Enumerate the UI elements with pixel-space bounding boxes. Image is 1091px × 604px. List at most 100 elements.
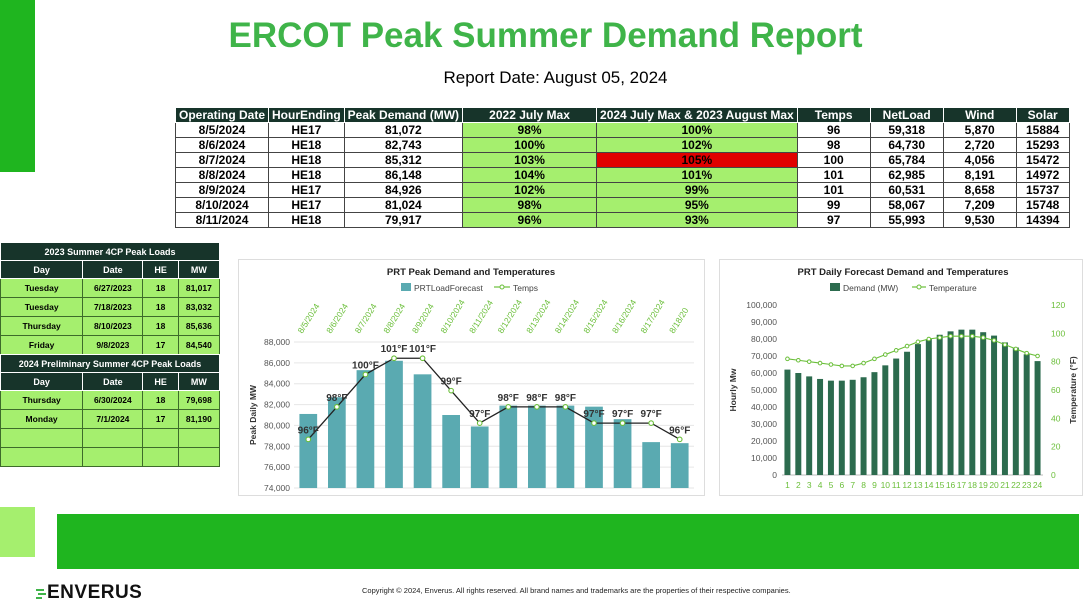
- demand-table-header-col-1: HourEnding: [268, 107, 345, 123]
- x-tick-label: 8/6/2024: [324, 301, 350, 335]
- temps-data-label: 97°F: [583, 409, 604, 420]
- forecast-bar: [642, 442, 660, 488]
- cp2023-cell: Tuesday: [0, 297, 84, 317]
- cp2024-empty-cell: [177, 447, 221, 467]
- cp2024-empty-cell: [82, 447, 144, 467]
- temps-point: [362, 371, 369, 378]
- cp2023-header-col-0: Day: [0, 260, 84, 279]
- temperature-point: [828, 362, 834, 367]
- demand-table-cell: 105%: [596, 152, 798, 168]
- demand-table-cell: 102%: [596, 137, 798, 153]
- demand-table-cell: 15472: [1015, 152, 1070, 168]
- demand-table-cell: 8/11/2024: [174, 212, 270, 228]
- x-tick-label: 23: [1022, 480, 1032, 490]
- temperature-point: [850, 363, 855, 369]
- cp2023-cell: 17: [142, 335, 179, 355]
- temps-data-label: 97°F: [469, 409, 490, 420]
- temps-line: [307, 357, 681, 440]
- demand-table-cell: 8/6/2024: [174, 137, 270, 153]
- temps-data-label: 101°F: [381, 344, 408, 355]
- demand-table-cell: 64,730: [869, 137, 944, 153]
- x-tick-label: 24: [1033, 480, 1043, 490]
- demand-table-header-col-7: Wind: [942, 107, 1017, 123]
- temps-data-label: 99°F: [441, 377, 462, 388]
- x-tick-label: 8/14/2024: [553, 297, 582, 335]
- cp2024-row: Monday 7/1/2024 17 81,190: [0, 409, 221, 429]
- cp2024-cell: 7/1/2024: [82, 409, 144, 429]
- demand-table-cell: 79,917: [343, 212, 464, 228]
- demand-bar: [980, 332, 987, 475]
- forecast-bar: [299, 413, 318, 488]
- temps-point: [419, 355, 426, 362]
- cp2023-table: 2023 Summer 4CP Peak Loads Day Date HE MW T…: [0, 242, 221, 355]
- y2-tick-label: 60: [1051, 385, 1061, 395]
- x-tick-label: 8/18/20: [667, 305, 691, 335]
- x-tick-label: 8/11/2024: [467, 298, 495, 335]
- cp2024-cell: 6/30/2024: [82, 390, 144, 410]
- x-tick-label: 8/17/2024: [638, 297, 667, 335]
- y2-tick-label: 80: [1051, 357, 1061, 367]
- legend-temps-marker-icon: [499, 284, 505, 290]
- y-axis-label: Hourly Mw: [728, 368, 738, 411]
- temps-point: [391, 355, 397, 362]
- cp2023-cell: 18: [142, 278, 179, 298]
- demand-table: Operating Date HourEnding Peak Demand (MW)…: [174, 107, 1070, 228]
- y-tick-label: 88,000: [264, 337, 290, 347]
- enverus-wordmark: ENVERUS: [47, 582, 143, 603]
- bottom-green-bar: [57, 514, 1079, 569]
- cp2024-header-col-3: MW: [177, 372, 221, 391]
- forecast-bar: [356, 370, 375, 488]
- y2-tick-label: 20: [1051, 442, 1061, 452]
- temps-data-label: 98°F: [326, 393, 347, 404]
- legend-temps-label: Temps: [513, 283, 538, 293]
- demand-table-cell: 98%: [462, 122, 598, 138]
- demand-bar: [849, 379, 856, 475]
- left-accent-bottom: [0, 507, 35, 557]
- enverus-logo-mark-icon: [36, 589, 46, 599]
- demand-bar: [795, 373, 802, 475]
- cp2024-header: Day Date HE MW: [0, 372, 221, 391]
- temperature-point: [817, 360, 823, 366]
- y2-axis-label: Temperature (°F): [1068, 356, 1078, 424]
- temperature-line: [787, 335, 1038, 367]
- y-tick-label: 30,000: [751, 419, 777, 429]
- demand-table-cell: 100%: [462, 137, 598, 153]
- cp2024-table: 2024 Preliminary Summer 4CP Peak Loads D…: [0, 354, 221, 467]
- demand-table-cell: 98%: [462, 197, 598, 213]
- temperature-point: [785, 356, 790, 362]
- demand-table-cell: HE18: [268, 167, 345, 183]
- cp2023-cell: 84,540: [177, 335, 221, 355]
- temps-point: [619, 420, 626, 426]
- x-tick-label: 14: [924, 480, 934, 490]
- x-tick-label: 1: [785, 480, 790, 490]
- x-tick-label: 13: [913, 480, 923, 490]
- demand-table-row: 8/11/2024 HE18 79,917 96% 93% 97 55,993 9,530 14…: [174, 212, 1070, 228]
- temperature-point: [893, 348, 899, 353]
- demand-table-cell: 65,784: [869, 152, 944, 168]
- cp2023-row: Thursday 8/10/2023 18 85,636: [0, 316, 221, 336]
- forecast-bar: [613, 419, 632, 488]
- temps-data-label: 98°F: [498, 393, 519, 404]
- temperature-point: [948, 333, 953, 339]
- x-tick-label: 2: [796, 480, 801, 490]
- cp2024-cell: 81,190: [177, 409, 221, 429]
- x-tick-label: 8/5/2024: [296, 301, 322, 335]
- demand-table-cell: 86,148: [343, 167, 464, 183]
- demand-bar: [817, 378, 824, 475]
- y-tick-label: 40,000: [751, 402, 777, 412]
- demand-table-cell: HE18: [268, 137, 345, 153]
- cp2023-cell: 7/18/2023: [82, 297, 144, 317]
- cp2023-cell: 6/27/2023: [82, 278, 144, 298]
- demand-table-cell: 100: [796, 152, 871, 168]
- demand-table-cell: 60,531: [869, 182, 944, 198]
- x-tick-label: 4: [818, 480, 823, 490]
- demand-table-cell: 15884: [1015, 122, 1070, 138]
- x-tick-label: 17: [957, 480, 967, 490]
- y-tick-label: 0: [772, 470, 777, 480]
- y-tick-label: 60,000: [751, 368, 777, 378]
- x-tick-label: 8/9/2024: [410, 301, 436, 335]
- cp2023-row: Tuesday 6/27/2023 18 81,017: [0, 278, 221, 298]
- temps-data-label: 98°F: [555, 393, 576, 404]
- x-tick-label: 12: [902, 480, 912, 490]
- x-tick-label: 6: [839, 480, 844, 490]
